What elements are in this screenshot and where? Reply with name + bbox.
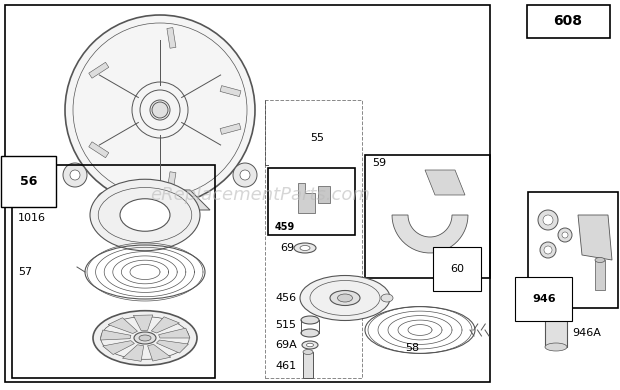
Ellipse shape	[294, 243, 316, 253]
Text: 1016: 1016	[18, 213, 46, 223]
Bar	[268, 168, 355, 235]
Ellipse shape	[595, 257, 605, 262]
Circle shape	[65, 15, 255, 205]
Ellipse shape	[300, 245, 310, 250]
Ellipse shape	[120, 199, 170, 231]
Ellipse shape	[302, 341, 318, 349]
Polygon shape	[595, 260, 605, 290]
Ellipse shape	[93, 311, 197, 365]
Polygon shape	[151, 317, 179, 333]
Text: 946: 946	[532, 294, 556, 304]
Polygon shape	[318, 186, 330, 203]
Polygon shape	[578, 215, 612, 260]
Text: 515: 515	[275, 320, 296, 330]
Bar	[5, 5, 490, 382]
Polygon shape	[425, 170, 465, 195]
Text: 461: 461	[275, 361, 296, 371]
Polygon shape	[100, 330, 131, 340]
Polygon shape	[545, 319, 567, 347]
Text: 59: 59	[372, 158, 386, 168]
Ellipse shape	[306, 343, 314, 347]
Ellipse shape	[301, 329, 319, 337]
Bar	[265, 100, 362, 378]
Polygon shape	[110, 190, 210, 210]
Circle shape	[562, 232, 568, 238]
Polygon shape	[148, 344, 171, 361]
Polygon shape	[167, 172, 176, 192]
Bar	[528, 192, 618, 308]
Polygon shape	[303, 352, 313, 378]
Text: 69A: 69A	[275, 340, 297, 350]
Text: 60: 60	[450, 264, 464, 274]
Circle shape	[97, 192, 113, 208]
Ellipse shape	[330, 291, 360, 305]
Ellipse shape	[300, 275, 390, 321]
Ellipse shape	[90, 179, 200, 251]
Circle shape	[70, 170, 80, 180]
Ellipse shape	[381, 294, 393, 302]
Text: 946A: 946A	[572, 328, 601, 338]
Polygon shape	[159, 328, 190, 338]
Ellipse shape	[337, 294, 353, 302]
Circle shape	[540, 242, 556, 258]
Polygon shape	[108, 318, 138, 333]
Ellipse shape	[301, 316, 319, 324]
Ellipse shape	[545, 343, 567, 351]
Ellipse shape	[134, 332, 156, 344]
Text: 69: 69	[280, 243, 294, 253]
Circle shape	[63, 163, 87, 187]
Polygon shape	[89, 62, 108, 78]
Text: 58: 58	[405, 343, 419, 353]
Text: 459: 459	[275, 222, 295, 232]
Polygon shape	[298, 183, 315, 213]
Bar	[527, 5, 610, 38]
Polygon shape	[156, 340, 188, 353]
Bar	[12, 165, 215, 378]
Ellipse shape	[139, 335, 151, 341]
Polygon shape	[89, 142, 108, 158]
Polygon shape	[220, 86, 241, 97]
Polygon shape	[392, 215, 468, 253]
Polygon shape	[103, 341, 135, 355]
Circle shape	[152, 102, 168, 118]
Text: 56: 56	[20, 175, 37, 188]
Text: 608: 608	[554, 14, 583, 28]
Polygon shape	[133, 315, 153, 330]
Circle shape	[240, 170, 250, 180]
Circle shape	[544, 246, 552, 254]
Polygon shape	[220, 123, 241, 135]
Bar	[365, 155, 490, 278]
Circle shape	[233, 163, 257, 187]
Text: 55: 55	[310, 133, 324, 143]
Text: eReplacementParts.com: eReplacementParts.com	[151, 186, 370, 204]
Circle shape	[558, 228, 572, 242]
Polygon shape	[123, 345, 144, 361]
Circle shape	[543, 215, 553, 225]
Polygon shape	[167, 28, 176, 48]
Text: 456: 456	[275, 293, 296, 303]
Ellipse shape	[303, 349, 313, 355]
Text: 57: 57	[18, 267, 32, 277]
Circle shape	[538, 210, 558, 230]
